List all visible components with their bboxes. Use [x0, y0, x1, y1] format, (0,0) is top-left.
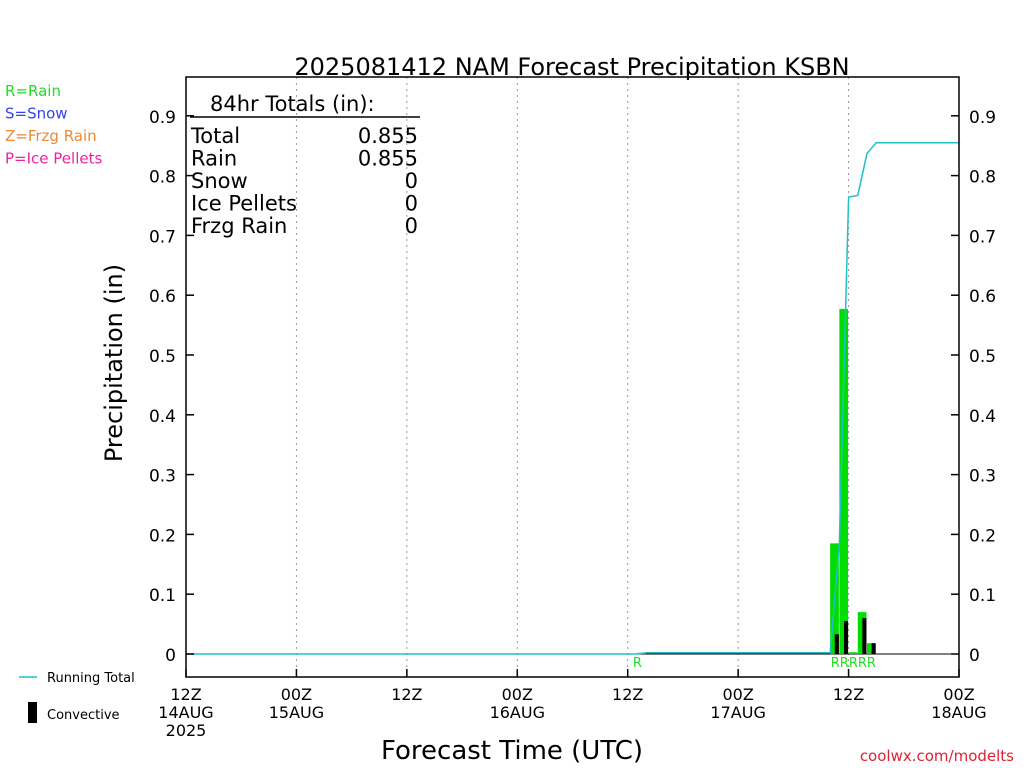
bars: [636, 308, 876, 654]
y-tick-label-left: 0.5: [149, 347, 176, 367]
type-legend-item: Z=Frzg Rain: [5, 127, 97, 145]
y-tick-label-right: 0.4: [969, 407, 996, 427]
x-tick-label: 00Z: [943, 685, 974, 704]
precip-type-marker: R: [633, 656, 642, 671]
watermark: coolwx.com/modelts: [860, 747, 1014, 765]
y-tick-label-right: 0.5: [969, 347, 996, 367]
x-tick-label: 16AUG: [490, 703, 545, 722]
totals-label: Rain: [191, 147, 237, 171]
x-tick-label: 00Z: [722, 685, 753, 704]
y-tick-label-left: 0.3: [149, 467, 176, 487]
running-total-path: [186, 141, 959, 655]
running-total-legend-label: Running Total: [47, 671, 135, 686]
y-tick-label-left: 0: [165, 646, 176, 666]
y-tick-label-right: 0.1: [969, 586, 996, 606]
convective-bar-3: [871, 643, 876, 654]
x-tick-label: 12Z: [612, 685, 643, 704]
totals-label: Ice Pellets: [191, 192, 297, 216]
x-tick-label: 12Z: [833, 685, 864, 704]
y-tick-label-right: 0.8: [969, 168, 996, 188]
type-legend-item: R=Rain: [5, 82, 61, 100]
plot-frame: [185, 76, 960, 678]
totals-box: 84hr Totals (in): Total 0.855 Rain 0.855 Sno…: [190, 92, 420, 238]
y-tick-label-left: 0.6: [149, 287, 176, 307]
totals-value: 0: [405, 169, 418, 193]
y-axis-label: Precipitation (in): [100, 264, 128, 462]
y-tick-label-right: 0.9: [969, 108, 996, 128]
convective-bar-1: [843, 621, 849, 654]
totals-label: Frzg Rain: [191, 214, 287, 238]
y-tick-label-right: 0.3: [969, 467, 996, 487]
y-axis-ticks: 0 00.1 0.10.2 0.20.3 0.30.4 0.40.5 0.50.6 0.60.…: [149, 108, 996, 666]
x-tick-label: 2025: [166, 721, 207, 740]
x-tick-label: 15AUG: [269, 703, 324, 722]
y-tick-label-left: 0.1: [149, 586, 176, 606]
convective-bar-0: [834, 634, 839, 654]
x-tick-label: 12Z: [170, 685, 201, 704]
y-tick-label-right: 0.7: [969, 227, 996, 247]
x-tick-label: 00Z: [281, 685, 312, 704]
series-legend: Running Total Convective: [19, 671, 135, 723]
x-tick-label: 14AUG: [158, 703, 213, 722]
type-legend-item: P=Ice Pellets: [5, 150, 102, 168]
grid-lines: [186, 77, 959, 677]
y-tick-label-right: 0.6: [969, 287, 996, 307]
x-tick-label: 18AUG: [931, 703, 986, 722]
y-tick-label-left: 0.7: [149, 227, 176, 247]
totals-rows: Total 0.855 Rain 0.855 Snow 0 Ice Pellets 0 Frzg…: [190, 124, 418, 238]
totals-value: 0.855: [358, 124, 418, 148]
y-tick-label-left: 0.9: [149, 108, 176, 128]
totals-label: Total: [190, 124, 240, 148]
precip-type-markers: R RRRRR: [633, 656, 876, 671]
precip-type-marker: RRRRR: [831, 656, 876, 671]
x-tick-label: 17AUG: [710, 703, 765, 722]
rain-bar-5: [866, 643, 876, 654]
y-tick-label-left: 0.2: [149, 526, 176, 546]
x-tick-label: 00Z: [502, 685, 533, 704]
y-tick-label-right: 0: [969, 646, 980, 666]
convective-legend-label: Convective: [47, 708, 120, 723]
convective-bar-2: [862, 618, 867, 654]
type-legend-item: S=Snow: [5, 105, 68, 123]
x-axis-label: Forecast Time (UTC): [381, 736, 643, 766]
precip-type-legend: R=Rain S=Snow Z=Frzg Rain P=Ice Pellets: [5, 82, 102, 168]
rain-bar-3: [848, 652, 858, 654]
x-tick-label: 12Z: [391, 685, 422, 704]
rain-bar-2: [839, 308, 849, 654]
running-total-line: [186, 141, 959, 655]
y-tick-label-right: 0.2: [969, 526, 996, 546]
totals-header: 84hr Totals (in):: [210, 92, 375, 116]
rain-bar-4: [857, 612, 867, 654]
y-tick-label-left: 0.4: [149, 407, 176, 427]
totals-value: 0: [405, 192, 418, 216]
totals-value: 0.855: [358, 147, 418, 171]
totals-value: 0: [405, 214, 418, 238]
totals-label: Snow: [191, 169, 248, 193]
y-tick-label-left: 0.8: [149, 168, 176, 188]
convective-swatch: [28, 702, 37, 723]
